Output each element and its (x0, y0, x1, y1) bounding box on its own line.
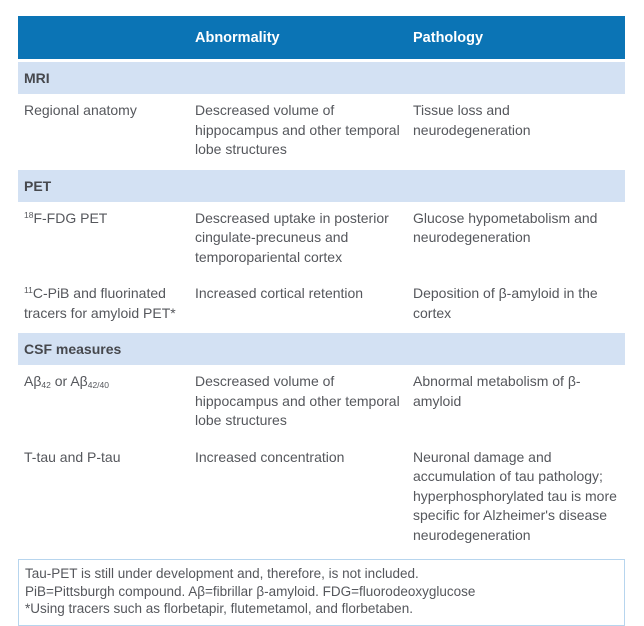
row-label-text: Aβ (24, 373, 42, 389)
row-label-text: F-FDG PET (33, 209, 108, 226)
subscript-42: 42 (41, 380, 51, 390)
abnormality-cell: Descreased volume of hippocampus and oth… (195, 102, 400, 157)
table-row-regional-anatomy: Regional anatomy Descreased volume of hi… (18, 94, 625, 170)
subscript-42-40: 42/40 (87, 380, 109, 390)
pathology-cell: Neuronal damage and accumulation of tau … (413, 448, 617, 543)
table-row-pib-amyloid-pet: 11C-PiB and fluorinated tracers for amyl… (18, 277, 625, 333)
footnotes-box: Tau-PET is still under development and, … (18, 559, 625, 626)
table-header-row: Abnormality Pathology (18, 16, 625, 59)
section-title: PET (24, 177, 52, 194)
section-header-mri: MRI (18, 62, 625, 94)
pathology-cell: Glucose hypometabolism and neurodegenera… (413, 209, 598, 246)
table-row-tau: T-tau and P-tau Increased concentration … (18, 440, 625, 555)
section-header-csf: CSF measures (18, 333, 625, 365)
isotope-superscript: 18 (24, 209, 34, 220)
row-label: Regional anatomy (24, 102, 137, 118)
abnormality-cell: Descreased volume of hippocampus and oth… (195, 373, 400, 428)
footnote-line-1: Tau-PET is still under development and, … (25, 566, 419, 581)
row-label: 11C-PiB and fluorinated tracers for amyl… (18, 284, 195, 323)
table-row-fdg-pet: 18F-FDG PET Descreased uptake in posteri… (18, 201, 625, 277)
section-title: CSF measures (24, 341, 122, 357)
row-label: 18F-FDG PET (18, 209, 195, 268)
table-row-abeta: Aβ42 or Aβ42/40 Descreased volume of hip… (18, 365, 625, 441)
footnote-line-2: PiB=Pittsburgh compound. Aβ=fibrillar β-… (25, 583, 476, 599)
row-label: Aβ42 or Aβ42/40 (18, 372, 195, 431)
abnormality-cell: Increased concentration (195, 448, 345, 465)
page: Abnormality Pathology MRI Regional anato… (18, 16, 625, 626)
abnormality-cell: Increased cortical retention (195, 285, 364, 301)
row-label-text: C-PiB and fluorinated tracers for amyloi… (24, 285, 176, 321)
pathology-cell: Deposition of β-amyloid in the cortex (413, 285, 598, 321)
section-header-pet: PET (18, 169, 625, 202)
column-header-pathology: Pathology (413, 29, 484, 46)
footnote-line-3: *Using tracers such as florbetapir, flut… (25, 601, 413, 616)
column-header-abnormality: Abnormality (195, 29, 280, 46)
row-label-text: or Aβ (50, 373, 88, 389)
row-label: T-tau and P-tau (24, 448, 121, 465)
isotope-superscript: 11 (24, 285, 33, 295)
pathology-cell: Abnormal metabolism of β-amyloid (413, 373, 581, 409)
abnormality-cell: Descreased uptake in posterior cingulate… (195, 209, 389, 265)
biomarker-table: Abnormality Pathology MRI Regional anato… (18, 16, 625, 626)
section-title: MRI (24, 70, 50, 86)
pathology-cell: Tissue loss and neurodegeneration (413, 102, 531, 138)
